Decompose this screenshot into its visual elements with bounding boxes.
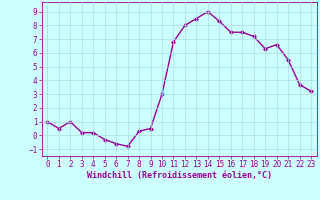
X-axis label: Windchill (Refroidissement éolien,°C): Windchill (Refroidissement éolien,°C) (87, 171, 272, 180)
